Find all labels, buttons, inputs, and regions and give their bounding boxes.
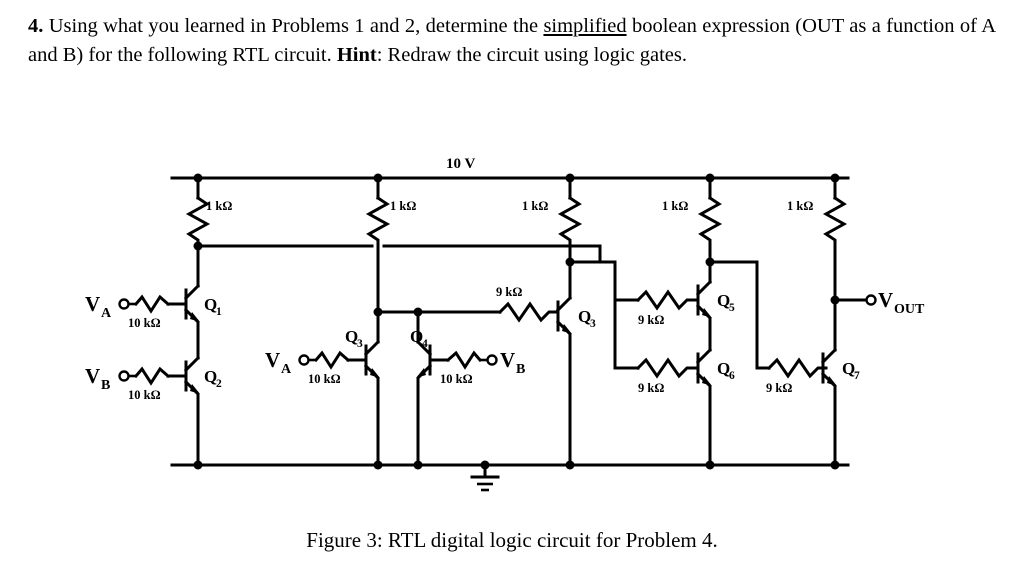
input-vb-2: V B 10 kΩ bbox=[440, 348, 525, 386]
input-va-1: V A 10 kΩ bbox=[85, 292, 171, 330]
wire-q34-to-q3b: 9 kΩ bbox=[416, 285, 560, 323]
resistor-r1-value: 1 kΩ bbox=[206, 199, 232, 213]
problem-statement: 4. Using what you learned in Problems 1 … bbox=[28, 12, 996, 70]
terminal-va-1-sub: A bbox=[101, 306, 112, 321]
input-va-2: V A 10 kΩ bbox=[265, 348, 351, 386]
terminal-vb-1-sub: B bbox=[101, 378, 110, 393]
terminal-vout-sub: OUT bbox=[894, 302, 925, 317]
transistor-q7 bbox=[820, 347, 838, 467]
resistor-r9d-value: 9 kΩ bbox=[766, 381, 792, 395]
resistor-ra2-value: 10 kΩ bbox=[308, 372, 341, 386]
branch-q3b: 1 kΩ Q 3 bbox=[522, 176, 596, 467]
transistor-q1-sub: 1 bbox=[216, 306, 222, 318]
branch-q5-q6: 1 kΩ Q 5 Q 6 bbox=[662, 176, 735, 467]
branch-q1-q2: 1 kΩ Q 1 Q 2 bbox=[166, 176, 232, 467]
transistor-q3b-label: Q bbox=[578, 307, 591, 326]
problem-hint-label: Hint bbox=[336, 44, 377, 67]
transistor-q7-label: Q bbox=[842, 359, 855, 378]
ground-rail bbox=[170, 460, 850, 492]
output-vout: V OUT bbox=[833, 288, 925, 317]
transistor-q4-sub: 4 bbox=[422, 338, 428, 350]
transistor-q1 bbox=[166, 283, 201, 344]
transistor-q6-label: Q bbox=[717, 359, 730, 378]
resistor-r2-value: 1 kΩ bbox=[390, 199, 416, 213]
terminal-vb-1-label: V bbox=[85, 364, 100, 388]
wire-q5-collector-to-q7: 9 kΩ bbox=[708, 260, 828, 395]
ground-symbol bbox=[470, 463, 500, 492]
transistor-q7-sub: 7 bbox=[854, 370, 860, 382]
wire-q3b-collector-to-q5-q6: 9 kΩ 9 kΩ bbox=[568, 260, 699, 395]
resistor-r5-value: 1 kΩ bbox=[787, 199, 813, 213]
terminal-vb-2-sub: B bbox=[516, 362, 525, 377]
supply-rail bbox=[170, 173, 850, 183]
terminal-vb-2-label: V bbox=[500, 348, 515, 372]
transistor-q3b bbox=[555, 295, 573, 467]
problem-text-part-1: Using what you learned in Problems 1 and… bbox=[43, 15, 544, 37]
resistor-rb1-value: 10 kΩ bbox=[128, 388, 161, 402]
terminal-va-1-label: V bbox=[85, 292, 100, 316]
wire-link-r3 bbox=[568, 244, 602, 264]
resistor-r3-value: 1 kΩ bbox=[522, 199, 548, 213]
transistor-q3 bbox=[346, 339, 381, 467]
resistor-r9b-value: 9 kΩ bbox=[638, 313, 664, 327]
input-vb-1: V B 10 kΩ bbox=[85, 364, 171, 402]
problem-number: 4. bbox=[28, 15, 44, 37]
transistor-q6-sub: 6 bbox=[729, 370, 735, 382]
branch-q3-q4: 1 kΩ Q 3 Q 4 bbox=[345, 176, 450, 467]
transistor-q1-label: Q bbox=[204, 295, 217, 314]
resistor-rb2-value: 10 kΩ bbox=[440, 372, 473, 386]
transistor-q3-label: Q bbox=[345, 327, 358, 346]
figure-caption: Figure 3: RTL digital logic circuit for … bbox=[306, 528, 718, 552]
transistor-q4-label: Q bbox=[410, 327, 423, 346]
transistor-q3b-sub: 3 bbox=[590, 318, 596, 330]
transistor-q6 bbox=[695, 347, 713, 467]
circuit-figure: 10 V 1 kΩ Q 1 bbox=[0, 110, 1024, 510]
resistor-r9c-value: 9 kΩ bbox=[638, 381, 664, 395]
resistor-r4-value: 1 kΩ bbox=[662, 199, 688, 213]
resistor-r9a-value: 9 kΩ bbox=[496, 285, 522, 299]
terminal-va-2-label: V bbox=[265, 348, 280, 372]
transistor-q5-sub: 5 bbox=[729, 302, 735, 314]
terminal-va-2-sub: A bbox=[281, 362, 292, 377]
transistor-q5-label: Q bbox=[717, 291, 730, 310]
transistor-q2 bbox=[166, 355, 201, 467]
transistor-q2-label: Q bbox=[204, 367, 217, 386]
problem-text-part-3: : Redraw the circuit using logic gates. bbox=[376, 44, 687, 67]
problem-text-underlined: simplified bbox=[543, 15, 627, 37]
branch-q7: 1 kΩ Q 7 bbox=[787, 176, 860, 467]
transistor-q4 bbox=[415, 339, 450, 467]
transistor-q5 bbox=[695, 279, 713, 340]
transistor-q2-sub: 2 bbox=[216, 378, 222, 390]
resistor-ra1-value: 10 kΩ bbox=[128, 316, 161, 330]
problem-text-part-2: boolean expression (OUT as a function of… bbox=[28, 15, 997, 67]
supply-voltage-label: 10 V bbox=[446, 156, 475, 172]
transistor-q3-sub: 3 bbox=[357, 338, 363, 350]
rtl-circuit-svg: 10 V 1 kΩ Q 1 bbox=[85, 156, 925, 492]
terminal-vout-label: V bbox=[878, 288, 893, 312]
